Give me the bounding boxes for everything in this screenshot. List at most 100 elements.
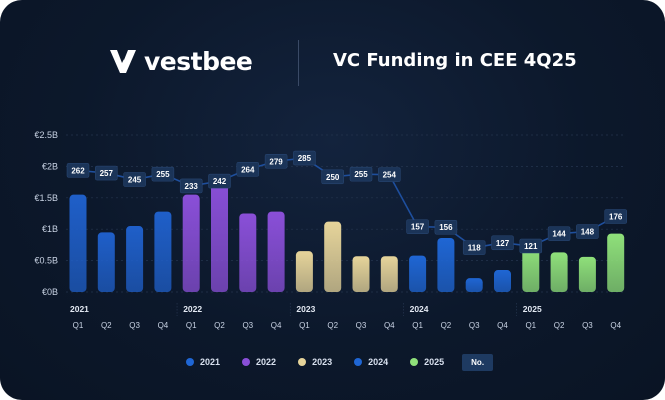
legend-label: 2023: [312, 357, 333, 367]
count-data-label: 242: [213, 177, 227, 186]
bar: [154, 211, 172, 292]
count-label-box: [576, 224, 599, 239]
bar: [182, 194, 200, 292]
count-data-label: 176: [609, 213, 623, 222]
count-label-box: [349, 166, 373, 182]
count-data-label: 157: [411, 223, 425, 232]
count-label-box: [179, 178, 203, 194]
y-tick-label: €1B: [42, 224, 58, 234]
legend: 2021 2022 2023 2024 2025 No.: [186, 352, 494, 372]
y-tick-label: €0B: [42, 287, 58, 297]
chart-title: VC Funding in CEE 4Q25: [333, 50, 577, 71]
bar: [607, 233, 625, 292]
x-tick-label: Q1: [186, 321, 197, 330]
count-data-label: 144: [552, 230, 566, 239]
count-label-box: [519, 238, 543, 254]
count-label-box: [123, 172, 146, 187]
x-tick-label: Q3: [582, 321, 593, 330]
count-data-label: 262: [71, 166, 85, 175]
legend-label: 2025: [424, 357, 445, 367]
bar: [437, 237, 455, 292]
y-tick-label: €0.5B: [34, 256, 58, 266]
legend-item-2025: 2025: [410, 357, 444, 367]
count-data-label: 257: [100, 169, 114, 178]
header-divider: [298, 40, 299, 86]
bar: [239, 213, 257, 292]
year-label: 2025: [523, 304, 542, 314]
x-tick-label: Q3: [356, 321, 367, 330]
vestbee-logo-icon: [110, 50, 136, 73]
bar: [97, 232, 115, 292]
count-label-box: [151, 166, 175, 182]
count-label-box: [604, 209, 627, 224]
legend-label: 2022: [256, 357, 277, 367]
count-label-box: [236, 162, 260, 177]
count-data-label: 255: [354, 170, 368, 179]
count-data-label: 148: [581, 228, 595, 237]
count-label-box: [406, 219, 429, 234]
x-tick-label: Q4: [610, 321, 621, 330]
x-tick-label: Q1: [73, 321, 84, 330]
x-tick-label: Q1: [299, 321, 310, 330]
x-tick-label: Q2: [214, 321, 225, 330]
legend-label: 2021: [200, 357, 221, 367]
y-tick-label: €2.5B: [34, 130, 58, 140]
count-label-box: [378, 167, 401, 182]
count-label-box: [491, 235, 514, 251]
count-label-box: [462, 240, 486, 255]
bar: [69, 194, 87, 292]
vestbee-logo: vestbee: [108, 44, 253, 78]
legend-item-2024: 2024: [354, 357, 388, 367]
count-data-label: 245: [128, 176, 142, 185]
bar: [267, 211, 285, 292]
legend-dot: [242, 358, 251, 366]
y-tick-label: €2B: [42, 161, 58, 171]
legend-count-label: No.: [462, 353, 494, 371]
year-label: 2022: [183, 304, 202, 314]
count-data-label: 279: [269, 157, 283, 166]
bar: [211, 177, 228, 292]
count-label-box: [434, 219, 458, 235]
year-label: 2024: [410, 304, 429, 314]
count-data-label: 233: [185, 182, 199, 191]
x-tick-label: Q4: [384, 321, 395, 330]
y-tick-label: €1.5B: [34, 193, 58, 203]
bar: [380, 256, 398, 292]
legend-dot: [410, 358, 419, 366]
x-tick-label: Q4: [271, 321, 282, 330]
count-data-label: 250: [326, 173, 340, 182]
x-tick-label: Q2: [101, 321, 112, 330]
legend-item-2023: 2023: [298, 357, 332, 367]
x-tick-label: Q2: [327, 321, 338, 330]
count-label-box: [208, 173, 231, 189]
x-tick-label: Q1: [412, 321, 423, 330]
x-tick-label: Q1: [525, 321, 536, 330]
brand-name: vestbee: [144, 46, 253, 76]
year-label: 2021: [70, 304, 89, 314]
x-tick-label: Q3: [242, 321, 253, 330]
bar: [550, 252, 568, 292]
count-data-label: 121: [524, 242, 538, 251]
x-tick-label: Q2: [554, 321, 565, 330]
legend-dot: [354, 358, 363, 366]
count-data-label: 285: [298, 154, 312, 163]
count-data-label: 127: [496, 239, 510, 248]
bar: [352, 256, 370, 292]
count-data-label: 118: [468, 244, 481, 253]
count-data-label: 254: [383, 171, 397, 180]
legend-label: 2024: [368, 357, 389, 367]
x-tick-label: Q4: [158, 321, 169, 330]
count-data-label: 255: [156, 170, 170, 179]
count-label-box: [321, 169, 344, 185]
legend-item-2022: 2022: [242, 357, 276, 367]
bar: [578, 256, 596, 292]
bar: [494, 270, 511, 292]
count-label-box: [66, 163, 90, 178]
count-data-label: 264: [241, 165, 255, 174]
bar: [324, 221, 342, 292]
x-tick-label: Q2: [441, 321, 452, 330]
bar: [465, 278, 483, 292]
bar: [522, 248, 540, 292]
